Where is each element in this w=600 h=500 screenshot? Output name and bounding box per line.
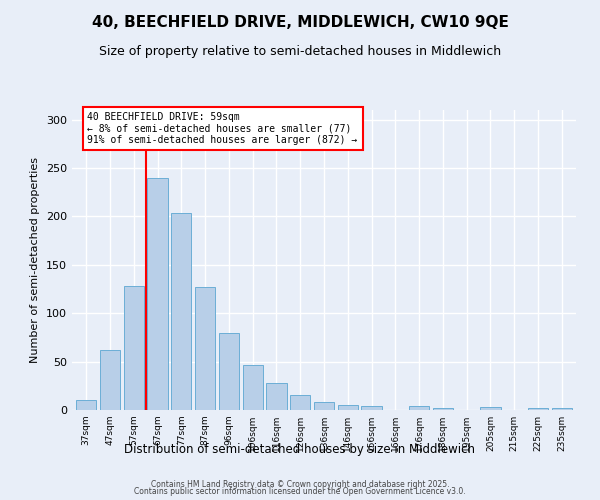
Text: Size of property relative to semi-detached houses in Middlewich: Size of property relative to semi-detach… <box>99 45 501 58</box>
Bar <box>409 406 429 410</box>
Bar <box>481 407 500 410</box>
Bar <box>433 408 453 410</box>
Bar <box>100 350 120 410</box>
Text: 40 BEECHFIELD DRIVE: 59sqm
← 8% of semi-detached houses are smaller (77)
91% of : 40 BEECHFIELD DRIVE: 59sqm ← 8% of semi-… <box>88 112 358 145</box>
Bar <box>171 212 191 410</box>
Bar <box>338 405 358 410</box>
Bar <box>551 408 572 410</box>
Bar <box>266 383 287 410</box>
Bar <box>195 287 215 410</box>
Bar <box>148 178 167 410</box>
Text: Contains public sector information licensed under the Open Government Licence v3: Contains public sector information licen… <box>134 488 466 496</box>
Bar <box>361 406 382 410</box>
Bar <box>528 408 548 410</box>
Bar <box>314 402 334 410</box>
Text: 40, BEECHFIELD DRIVE, MIDDLEWICH, CW10 9QE: 40, BEECHFIELD DRIVE, MIDDLEWICH, CW10 9… <box>92 15 508 30</box>
Text: Contains HM Land Registry data © Crown copyright and database right 2025.: Contains HM Land Registry data © Crown c… <box>151 480 449 489</box>
Bar <box>124 286 144 410</box>
Y-axis label: Number of semi-detached properties: Number of semi-detached properties <box>31 157 40 363</box>
Bar <box>290 396 310 410</box>
Bar <box>242 364 263 410</box>
Text: Distribution of semi-detached houses by size in Middlewich: Distribution of semi-detached houses by … <box>125 442 476 456</box>
Bar <box>219 332 239 410</box>
Bar <box>76 400 97 410</box>
